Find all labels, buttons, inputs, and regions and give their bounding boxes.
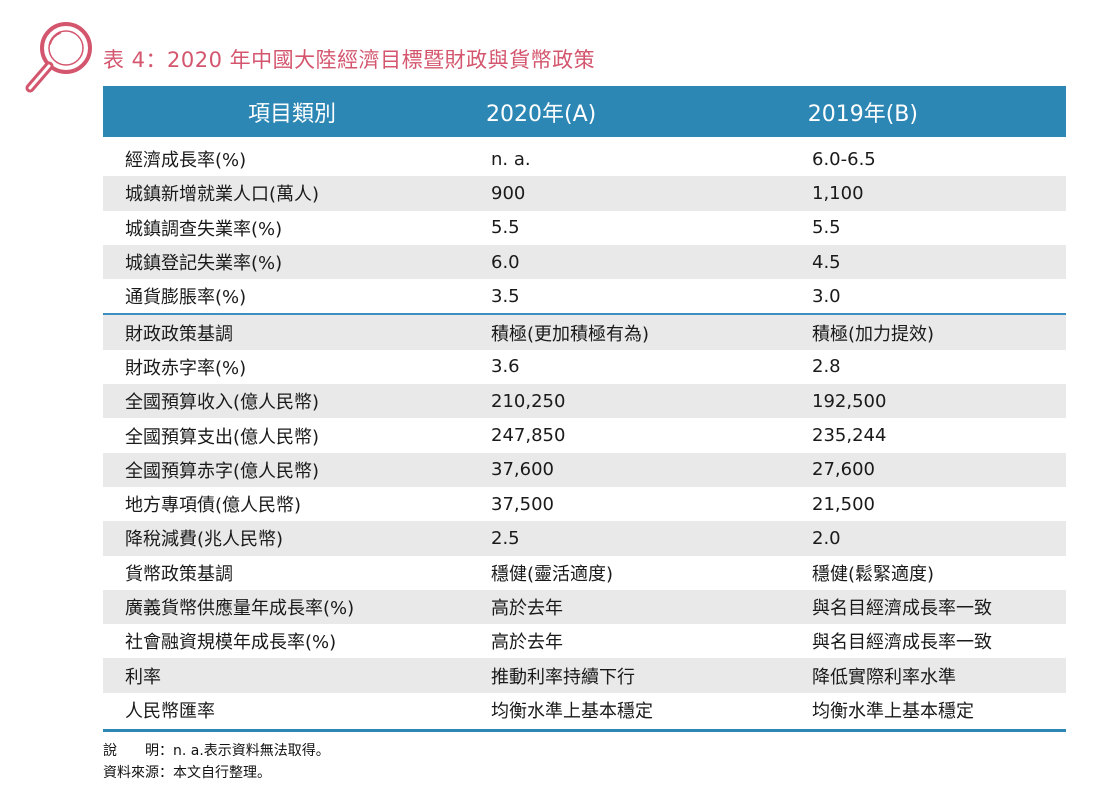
row-value-2019: 27,600 — [812, 459, 875, 481]
row-value-2019: 3.0 — [812, 285, 841, 307]
row-value-2019: 2.8 — [812, 356, 841, 378]
row-value-2020: 高於去年 — [491, 598, 563, 619]
row-value-2019: 與名目經濟成長率一致 — [812, 632, 992, 654]
row-item: 全國預算收入(億人民幣) — [125, 392, 320, 414]
row-value-2020: 穩健(靈活適度) — [491, 563, 614, 585]
table-row: 城鎮新增就業人口(萬人) 900 1,100 — [103, 176, 1066, 211]
table-row: 全國預算收入(億人民幣) 210,250 192,500 — [103, 384, 1066, 419]
table-header: 項目類別 2020年(A) 2019年(B) — [103, 86, 1066, 137]
table-row: 經濟成長率(%) n. a. 6.0-6.5 — [103, 142, 1066, 176]
header-2020: 2020年(A) — [486, 101, 597, 127]
row-value-2020: 37,500 — [491, 493, 554, 515]
table-row: 財政政策基調 積極(更加積極有為) 積極(加力提效) — [103, 315, 1066, 350]
row-value-2019: 1,100 — [812, 182, 864, 204]
table-row: 降稅減費(兆人民幣) 2.5 2.0 — [103, 521, 1066, 556]
policy-table: 項目類別 2020年(A) 2019年(B) 經濟成長率(%) n. a. 6.0-… — [103, 86, 1066, 733]
table-row: 全國預算赤字(億人民幣) 37,600 27,600 — [103, 452, 1066, 487]
row-value-2019: 2.0 — [812, 527, 841, 549]
note-text: n. a.表示資料無法取得。 — [173, 743, 330, 759]
row-value-2019: 與名目經濟成長率一致 — [812, 598, 992, 619]
row-item: 財政赤字率(%) — [125, 357, 247, 379]
table-row: 人民幣匯率 均衡水準上基本穩定 均衡水準上基本穩定 — [103, 693, 1066, 727]
row-value-2019: 192,500 — [812, 390, 887, 412]
row-value-2020: 37,600 — [491, 459, 554, 481]
row-item: 廣義貨幣供應量年成長率(%) — [125, 598, 355, 619]
source-label: 資料來源： — [103, 765, 173, 781]
row-item: 全國預算支出(億人民幣) — [125, 426, 320, 448]
row-value-2020: 6.0 — [491, 251, 520, 273]
row-item: 貨幣政策基調 — [125, 563, 233, 585]
row-item: 利率 — [125, 666, 161, 688]
row-item: 城鎮調查失業率(%) — [125, 218, 283, 240]
table-bottom-rule — [103, 729, 1066, 733]
row-value-2020: n. a. — [491, 148, 531, 170]
row-item: 經濟成長率(%) — [125, 150, 247, 172]
row-value-2019: 6.0-6.5 — [812, 148, 876, 170]
row-item: 全國預算赤字(億人民幣) — [125, 460, 320, 482]
row-value-2020: 積極(更加積極有為) — [491, 323, 650, 345]
table-row: 財政赤字率(%) 3.6 2.8 — [103, 350, 1066, 384]
row-item: 人民幣匯率 — [125, 700, 215, 722]
table-row: 地方專項債(億人民幣) 37,500 21,500 — [103, 487, 1066, 521]
row-value-2019: 穩健(鬆緊適度) — [812, 563, 935, 585]
table-row: 利率 推動利率持續下行 降低實際利率水準 — [103, 658, 1066, 693]
row-item: 城鎮新增就業人口(萬人) — [125, 184, 320, 206]
row-value-2020: 推動利率持續下行 — [491, 666, 635, 688]
source-text: 本文自行整理。 — [173, 765, 271, 781]
row-value-2019: 4.5 — [812, 251, 841, 273]
table-row: 廣義貨幣供應量年成長率(%) 高於去年 與名目經濟成長率一致 — [103, 589, 1066, 625]
row-value-2019: 21,500 — [812, 493, 875, 515]
row-item: 社會融資規模年成長率(%) — [125, 632, 337, 654]
table-row: 城鎮調查失業率(%) 5.5 5.5 — [103, 211, 1066, 245]
table-body: 經濟成長率(%) n. a. 6.0-6.5 城鎮新增就業人口(萬人) 900 1,100… — [103, 142, 1066, 727]
table-row: 貨幣政策基調 穩健(靈活適度) 穩健(鬆緊適度) — [103, 556, 1066, 590]
note-label: 說 明： — [103, 743, 173, 759]
page-title: 表 4：2020 年中國大陸經濟目標暨財政與貨幣政策 — [103, 48, 596, 72]
row-item: 城鎮登記失業率(%) — [125, 253, 283, 275]
row-value-2019: 積極(加力提效) — [812, 323, 935, 345]
row-value-2020: 高於去年 — [491, 632, 563, 654]
row-value-2019: 降低實際利率水準 — [812, 666, 956, 688]
table-row: 全國預算支出(億人民幣) 247,850 235,244 — [103, 418, 1066, 452]
row-value-2020: 210,250 — [491, 390, 566, 412]
section-divider — [103, 313, 1066, 316]
row-value-2020: 3.6 — [491, 356, 520, 378]
table-row: 城鎮登記失業率(%) 6.0 4.5 — [103, 244, 1066, 280]
header-category: 項目類別 — [248, 101, 337, 127]
header-2019: 2019年(B) — [807, 101, 918, 127]
row-value-2020: 均衡水準上基本穩定 — [491, 700, 653, 722]
row-item: 地方專項債(億人民幣) — [125, 495, 302, 517]
row-value-2020: 900 — [491, 182, 526, 204]
row-item: 財政政策基調 — [125, 323, 233, 345]
table-row: 社會融資規模年成長率(%) 高於去年 與名目經濟成長率一致 — [103, 624, 1066, 658]
magnifier-icon — [20, 14, 96, 98]
row-value-2020: 3.5 — [491, 285, 520, 307]
row-value-2019: 5.5 — [812, 217, 841, 239]
table-row: 通貨膨脹率(%) 3.5 3.0 — [103, 279, 1066, 313]
row-value-2020: 5.5 — [491, 217, 520, 239]
row-value-2019: 235,244 — [812, 425, 887, 447]
source-line: 資料來源：本文自行整理。 — [103, 762, 330, 784]
row-item: 降稅減費(兆人民幣) — [125, 529, 284, 551]
row-item: 通貨膨脹率(%) — [125, 287, 247, 309]
row-value-2020: 2.5 — [491, 527, 520, 549]
row-value-2019: 均衡水準上基本穩定 — [812, 700, 974, 722]
note-line: 說 明：n. a.表示資料無法取得。 — [103, 740, 330, 762]
notes: 說 明：n. a.表示資料無法取得。 資料來源：本文自行整理。 — [103, 740, 330, 784]
row-value-2020: 247,850 — [491, 425, 566, 447]
